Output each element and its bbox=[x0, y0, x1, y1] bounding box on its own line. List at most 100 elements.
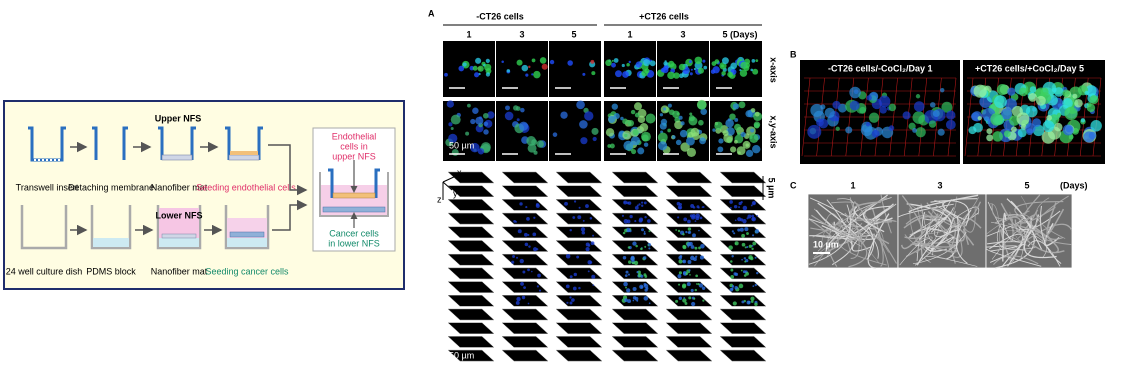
slice-signal bbox=[733, 204, 738, 209]
fiber bbox=[852, 217, 880, 252]
cell-signal bbox=[749, 135, 753, 139]
slice-signal bbox=[699, 255, 705, 260]
cell-signal bbox=[628, 60, 631, 64]
render-signal bbox=[868, 112, 880, 123]
cell-signal bbox=[689, 72, 693, 76]
cell-signal bbox=[504, 111, 514, 121]
slice-signal bbox=[635, 244, 638, 248]
slice-signal bbox=[729, 200, 733, 204]
fiber bbox=[826, 199, 854, 248]
cell-signal bbox=[549, 59, 555, 65]
slice-signal bbox=[694, 288, 698, 292]
cell-signal bbox=[477, 148, 485, 155]
endothelial-cells bbox=[230, 151, 258, 155]
z-slice bbox=[611, 240, 659, 252]
cell-signal bbox=[750, 128, 755, 133]
z-slice bbox=[719, 308, 767, 321]
result-label: upper NFS bbox=[332, 151, 376, 161]
slice-signal bbox=[569, 296, 572, 299]
z-slice bbox=[719, 336, 767, 348]
z-slice bbox=[719, 322, 767, 334]
slice-signal bbox=[592, 284, 595, 286]
cell-signal bbox=[678, 63, 686, 71]
slice-signal bbox=[678, 259, 683, 264]
cell-signal bbox=[730, 146, 737, 153]
fiber bbox=[849, 201, 890, 245]
axis-label: x bbox=[457, 167, 462, 177]
slice-signal bbox=[679, 202, 682, 206]
cell-signal bbox=[528, 65, 531, 69]
z-slice bbox=[555, 308, 603, 321]
slice-signal bbox=[752, 241, 757, 246]
cell-signal bbox=[485, 58, 490, 63]
cell-signal bbox=[740, 61, 748, 70]
cell-signal bbox=[630, 136, 641, 146]
slice-signal bbox=[686, 282, 691, 287]
slice-signal bbox=[626, 229, 630, 232]
upper-nfs-label: Upper NFS bbox=[155, 113, 202, 123]
slice-signal bbox=[731, 230, 734, 233]
slice-signal bbox=[633, 260, 639, 266]
connector bbox=[268, 144, 308, 196]
cell-signal bbox=[582, 72, 586, 76]
slice-signal bbox=[624, 228, 628, 233]
slice-signal bbox=[731, 287, 734, 291]
slice-signal bbox=[751, 214, 755, 218]
render-signal bbox=[1017, 128, 1027, 138]
render-signal bbox=[879, 106, 887, 114]
cell-signal bbox=[630, 109, 636, 115]
slice-signal bbox=[627, 246, 631, 249]
cell-signal bbox=[527, 143, 537, 153]
slice-signal bbox=[569, 301, 573, 305]
slice-signal bbox=[631, 261, 635, 265]
fiber bbox=[880, 194, 892, 234]
row-label: x,y-axis bbox=[769, 115, 779, 148]
result-label: Endothelial bbox=[332, 131, 377, 141]
slice-signal bbox=[528, 245, 531, 248]
render-signal bbox=[835, 117, 840, 122]
slice-signal bbox=[625, 270, 629, 274]
slice-signal bbox=[640, 204, 644, 207]
slice-signal bbox=[682, 233, 685, 236]
cell-signal bbox=[591, 71, 596, 76]
slice-signal bbox=[750, 300, 754, 303]
slice-signal bbox=[697, 283, 700, 286]
cell-signal bbox=[472, 107, 479, 115]
slice-signal bbox=[678, 296, 683, 301]
fiber bbox=[985, 248, 1042, 267]
render-signal bbox=[996, 84, 1008, 96]
cell-signal bbox=[688, 60, 692, 64]
z-slice bbox=[501, 322, 549, 334]
slice-signal bbox=[572, 286, 577, 291]
slice-signal bbox=[677, 216, 680, 219]
fiber bbox=[817, 198, 854, 252]
z-slice bbox=[555, 322, 603, 334]
cell-signal bbox=[626, 63, 630, 67]
slice-signal bbox=[698, 283, 704, 288]
cell-signal bbox=[611, 59, 614, 62]
z-slice bbox=[665, 212, 713, 225]
z-slice bbox=[447, 240, 495, 252]
slice-signal bbox=[737, 228, 741, 232]
cell-signal bbox=[660, 118, 668, 126]
render-signal bbox=[1003, 130, 1011, 138]
slice-signal bbox=[627, 273, 630, 276]
cell-signal bbox=[622, 118, 629, 125]
slice-signal bbox=[626, 201, 630, 205]
z-slice bbox=[719, 212, 767, 225]
slice-signal bbox=[521, 295, 526, 300]
render-signal bbox=[1065, 125, 1073, 133]
render-signal bbox=[992, 131, 1003, 142]
cell-signal bbox=[541, 63, 548, 70]
slice-signal bbox=[525, 206, 528, 209]
panel-label: A bbox=[428, 8, 435, 18]
slice-signal bbox=[624, 274, 628, 278]
slice-signal bbox=[748, 255, 753, 260]
medium bbox=[159, 208, 199, 238]
step-label: Nanofiber mat bbox=[151, 182, 208, 192]
cell-signal bbox=[662, 107, 667, 111]
fiber bbox=[916, 229, 958, 266]
render-signal bbox=[1042, 120, 1055, 133]
render-signal bbox=[1056, 112, 1062, 118]
slice-signal bbox=[734, 219, 737, 222]
